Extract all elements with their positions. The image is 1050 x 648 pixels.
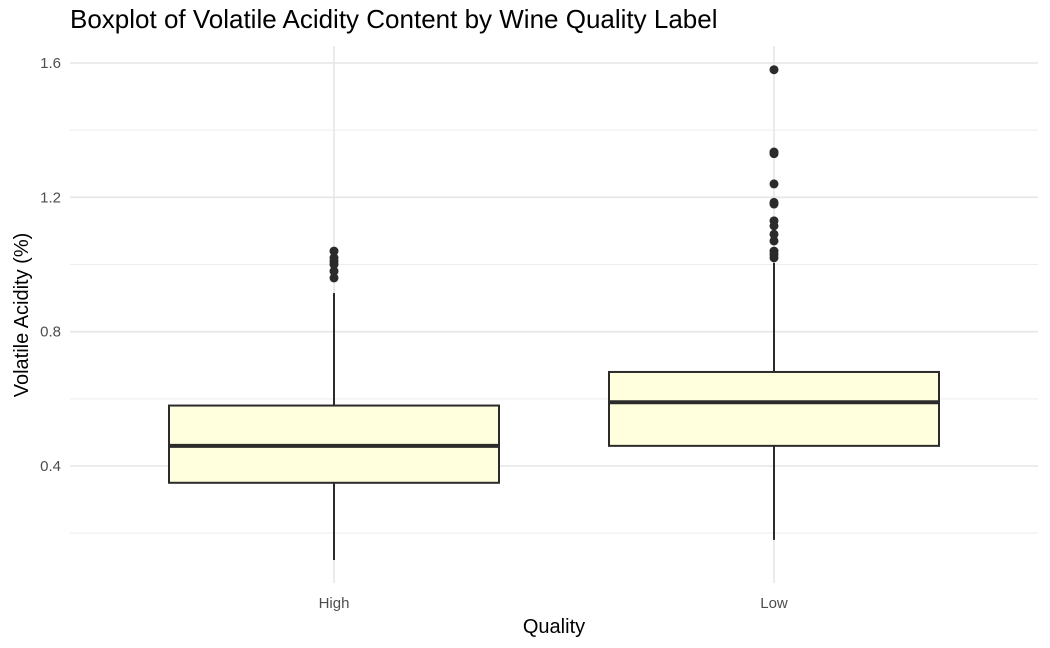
grid [70, 46, 1038, 583]
outlier-point [769, 65, 779, 75]
y-tick-label: 0.4 [40, 458, 61, 475]
y-tick-label: 1.2 [40, 189, 61, 206]
outlier-point [769, 216, 779, 226]
box-high [168, 246, 500, 561]
outlier-point [769, 197, 779, 207]
y-tick-label: 1.6 [40, 55, 61, 72]
outlier-point [329, 246, 339, 256]
outlier-point [769, 179, 779, 189]
outlier-point [769, 236, 779, 246]
x-axis-ticks: High Low [319, 595, 788, 612]
outlier-point [329, 273, 339, 283]
outlier-point [769, 229, 779, 239]
outlier-point [769, 147, 779, 157]
y-axis-ticks: 0.4 0.8 1.2 1.6 [40, 55, 61, 475]
boxes [168, 65, 940, 561]
y-tick-label: 0.8 [40, 324, 61, 341]
outlier-point [329, 266, 339, 276]
box-low [608, 65, 940, 540]
x-tick-label: High [319, 595, 350, 612]
outlier-point [769, 246, 779, 256]
iqr-box [608, 370, 940, 447]
y-axis-title: Volatile Acidity (%) [11, 233, 33, 398]
outlier-point [329, 253, 339, 263]
x-axis-title: Quality [523, 616, 585, 638]
x-tick-label: Low [760, 595, 788, 612]
chart-title: Boxplot of Volatile Acidity Content by W… [70, 4, 717, 34]
